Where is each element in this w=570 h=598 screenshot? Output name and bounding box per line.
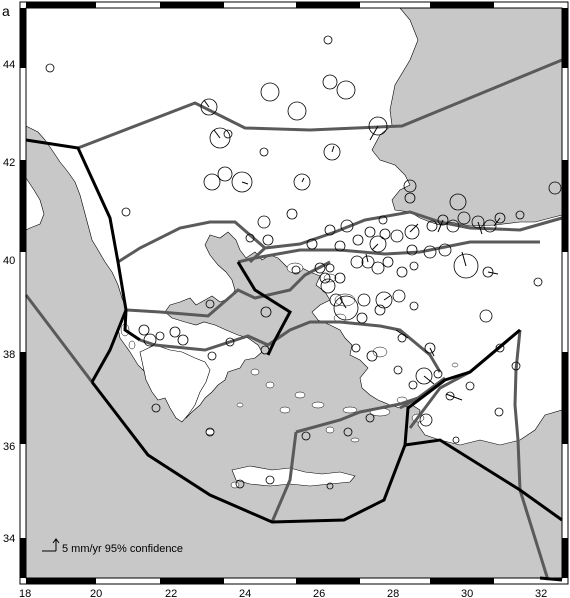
- x-tick-label: 18: [19, 588, 31, 598]
- y-tick-label: 44: [3, 59, 15, 71]
- legend-text: 5 mm/yr 95% confidence: [62, 543, 183, 555]
- x-tick-label: 30: [461, 588, 473, 598]
- y-tick-label: 34: [3, 533, 15, 545]
- x-tick-label: 28: [387, 588, 399, 598]
- x-tick-label: 26: [313, 588, 325, 598]
- x-tick-label: 32: [535, 588, 547, 598]
- x-tick-label: 22: [165, 588, 177, 598]
- y-tick-label: 42: [3, 157, 15, 169]
- x-tick-label: 24: [239, 588, 251, 598]
- panel-label: a: [2, 3, 10, 19]
- y-tick-label: 36: [3, 441, 15, 453]
- x-axis-labels: 18 20 22 24 26 28 30 32: [19, 588, 547, 598]
- y-axis-labels: 34 36 38 40 42 44: [3, 59, 15, 545]
- x-tick-label: 20: [90, 588, 102, 598]
- y-tick-label: 38: [3, 349, 15, 361]
- y-tick-label: 40: [3, 255, 15, 267]
